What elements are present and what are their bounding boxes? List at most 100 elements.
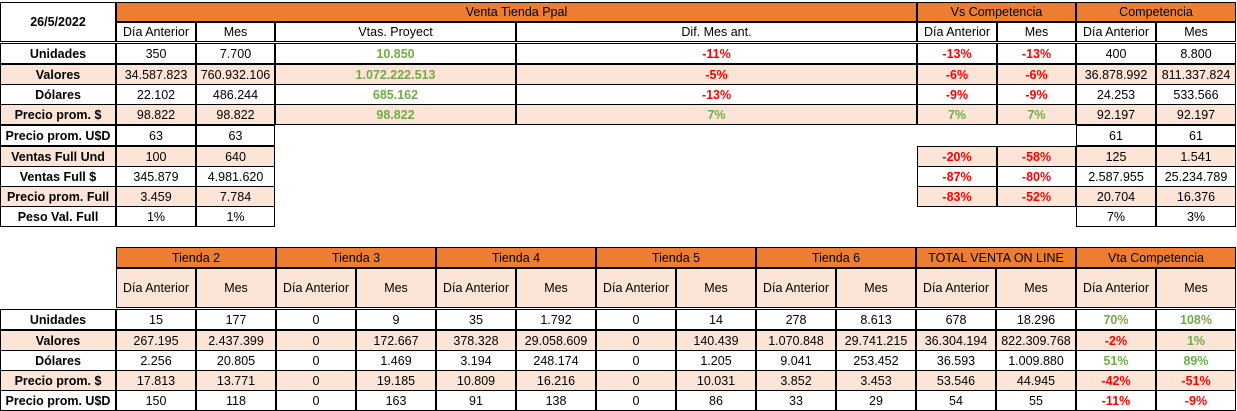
table-cell: -42% bbox=[1076, 370, 1156, 391]
table-cell: 2.256 bbox=[116, 350, 196, 371]
cell-vs-dia: -9% bbox=[917, 84, 997, 105]
subheader: Día Anterior bbox=[116, 22, 196, 42]
table-cell: 9.041 bbox=[756, 350, 836, 371]
cell-vs-dia: -83% bbox=[917, 186, 997, 207]
cell-dia-anterior: 63 bbox=[116, 125, 196, 146]
date-cell[interactable]: 26/5/2022 bbox=[0, 2, 116, 42]
table-cell: 18.296 bbox=[996, 309, 1076, 330]
table-cell: 29 bbox=[836, 390, 916, 411]
table-cell: 0 bbox=[596, 309, 676, 330]
group-header-total-venta-on-line: TOTAL VENTA ON LINE bbox=[916, 247, 1076, 268]
table-cell: -51% bbox=[1156, 370, 1236, 391]
row-label: Peso Val. Full bbox=[0, 206, 116, 227]
table-cell: 0 bbox=[596, 330, 676, 351]
table-cell: 55 bbox=[996, 390, 1076, 411]
cell-dif-mes-ant: -13% bbox=[516, 84, 917, 105]
row-label: Dólares bbox=[0, 84, 116, 105]
subheader: Día Anterior bbox=[917, 22, 997, 42]
table-cell: 108% bbox=[1156, 309, 1236, 330]
cell-dia-anterior: 350 bbox=[116, 43, 196, 64]
table-cell: 378.328 bbox=[436, 330, 516, 351]
table-cell: 36.593 bbox=[916, 350, 996, 371]
table-cell: 53.546 bbox=[916, 370, 996, 391]
table-cell: 70% bbox=[1076, 309, 1156, 330]
table-cell: 20.805 bbox=[196, 350, 276, 371]
table-cell: 15 bbox=[116, 309, 196, 330]
table-cell: 10.031 bbox=[676, 370, 756, 391]
cell-dia-anterior: 98.822 bbox=[116, 104, 196, 125]
table-cell: 3.194 bbox=[436, 350, 516, 371]
table-cell: 10.809 bbox=[436, 370, 516, 391]
table-cell: 822.309.768 bbox=[996, 330, 1076, 351]
group-header-tienda-3: Tienda 3 bbox=[276, 247, 436, 268]
cell-vs-mes: -58% bbox=[997, 146, 1076, 167]
table-cell: 29.741.215 bbox=[836, 330, 916, 351]
subheader-mes: Mes bbox=[676, 268, 756, 308]
cell-vs-mes: -80% bbox=[997, 166, 1076, 187]
cell-comp-dia: 7% bbox=[1076, 206, 1156, 227]
subheader: Mes bbox=[1156, 22, 1236, 42]
subheader-mes: Mes bbox=[1156, 268, 1236, 308]
table-cell: 1% bbox=[1156, 330, 1236, 351]
cell-dia-anterior: 345.879 bbox=[116, 166, 196, 187]
cell-comp-mes: 8.800 bbox=[1156, 43, 1236, 64]
subheader-mes: Mes bbox=[516, 268, 596, 308]
row-label: Precio prom. Full bbox=[0, 186, 116, 207]
table-cell: 0 bbox=[596, 350, 676, 371]
table-cell: 35 bbox=[436, 309, 516, 330]
table-cell: 163 bbox=[356, 390, 436, 411]
subheader-dia-anterior: Día Anterior bbox=[596, 268, 676, 308]
subheader: Mes bbox=[997, 22, 1076, 42]
cell-mes: 760.932.106 bbox=[196, 64, 275, 85]
subheader-mes: Mes bbox=[356, 268, 436, 308]
cell-comp-mes: 61 bbox=[1156, 125, 1236, 146]
group-header-competencia: Competencia bbox=[1076, 2, 1236, 22]
table-cell: 118 bbox=[196, 390, 276, 411]
cell-vs-dia: -13% bbox=[917, 43, 997, 64]
table-cell: 177 bbox=[196, 309, 276, 330]
table-cell: 1.469 bbox=[356, 350, 436, 371]
table-cell: 44.945 bbox=[996, 370, 1076, 391]
cell-dia-anterior: 100 bbox=[116, 146, 196, 167]
cell-mes: 4.981.620 bbox=[196, 166, 275, 187]
subheader-mes: Mes bbox=[196, 268, 276, 308]
subheader: Dif. Mes ant. bbox=[516, 22, 917, 42]
subheader-dia-anterior: Día Anterior bbox=[916, 268, 996, 308]
subheader-dia-anterior: Día Anterior bbox=[116, 268, 196, 308]
cell-comp-mes: 1.541 bbox=[1156, 146, 1236, 167]
table-cell: 19.185 bbox=[356, 370, 436, 391]
cell-vs-mes: -9% bbox=[997, 84, 1076, 105]
table-cell: 0 bbox=[276, 370, 356, 391]
cell-comp-dia: 24.253 bbox=[1076, 84, 1156, 105]
table-cell: 1.070.848 bbox=[756, 330, 836, 351]
row-label: Dólares bbox=[0, 350, 116, 371]
table-cell: 0 bbox=[276, 309, 356, 330]
row-label: Ventas Full Und bbox=[0, 146, 116, 167]
cell-comp-dia: 20.704 bbox=[1076, 186, 1156, 207]
cell-comp-mes: 811.337.824 bbox=[1156, 64, 1236, 85]
cell-vs-dia: -87% bbox=[917, 166, 997, 187]
row-label: Precio prom. $ bbox=[0, 104, 116, 125]
cell-comp-mes: 25.234.789 bbox=[1156, 166, 1236, 187]
table-cell: 138 bbox=[516, 390, 596, 411]
row-label: Ventas Full $ bbox=[0, 166, 116, 187]
table-cell: 33 bbox=[756, 390, 836, 411]
table-cell: 3.453 bbox=[836, 370, 916, 391]
cell-dif-mes-ant: 7% bbox=[516, 104, 917, 125]
cell-mes: 640 bbox=[196, 146, 275, 167]
cell-vtas-proyect: 10.850 bbox=[275, 43, 516, 64]
group-header-tienda-4: Tienda 4 bbox=[436, 247, 596, 268]
table-cell: 17.813 bbox=[116, 370, 196, 391]
cell-mes: 7.700 bbox=[196, 43, 275, 64]
table-cell: 140.439 bbox=[676, 330, 756, 351]
row-label: Precio prom. $ bbox=[0, 370, 116, 391]
row-label: Precio prom. U$D bbox=[0, 125, 116, 146]
cell-mes: 486.244 bbox=[196, 84, 275, 105]
table-cell: 150 bbox=[116, 390, 196, 411]
table-cell: 3.852 bbox=[756, 370, 836, 391]
row-label: Precio prom. U$D bbox=[0, 390, 116, 411]
cell-mes: 7.784 bbox=[196, 186, 275, 207]
cell-comp-mes: 16.376 bbox=[1156, 186, 1236, 207]
table-cell: 8.613 bbox=[836, 309, 916, 330]
cell-comp-dia: 2.587.955 bbox=[1076, 166, 1156, 187]
